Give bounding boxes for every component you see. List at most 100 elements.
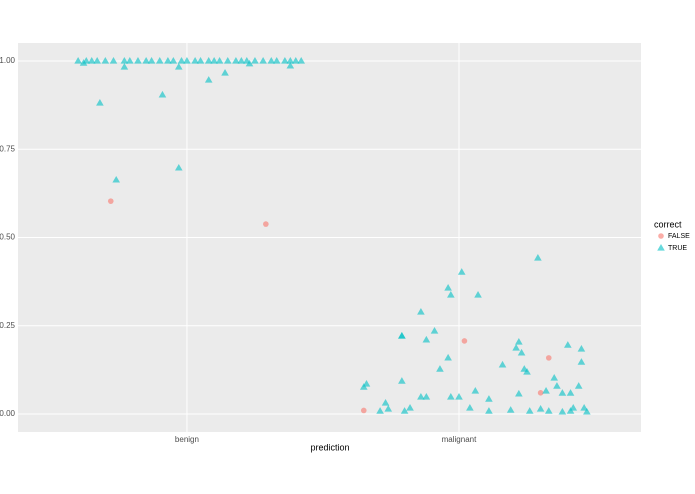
point bbox=[210, 57, 218, 64]
point bbox=[498, 360, 507, 368]
point bbox=[169, 57, 178, 64]
point bbox=[558, 407, 567, 415]
point bbox=[569, 403, 578, 411]
point bbox=[221, 69, 229, 76]
point bbox=[536, 405, 545, 412]
point bbox=[362, 379, 371, 387]
point bbox=[485, 407, 493, 414]
point bbox=[577, 345, 586, 352]
point bbox=[142, 57, 150, 64]
point bbox=[485, 395, 493, 402]
point bbox=[422, 393, 431, 400]
point bbox=[517, 348, 526, 356]
point bbox=[558, 389, 567, 396]
point bbox=[155, 57, 164, 64]
point bbox=[417, 307, 425, 315]
y-tick-label: 0.00 bbox=[0, 409, 16, 418]
point bbox=[126, 57, 134, 64]
point bbox=[523, 367, 531, 375]
point bbox=[267, 57, 276, 64]
point bbox=[259, 57, 267, 64]
point bbox=[87, 57, 96, 64]
point bbox=[417, 393, 425, 400]
point bbox=[537, 390, 544, 396]
point bbox=[515, 389, 523, 397]
y-tick-label: 0.50 bbox=[0, 233, 16, 242]
point bbox=[286, 61, 295, 69]
legend-title: correct bbox=[654, 219, 682, 229]
point bbox=[112, 175, 121, 183]
point bbox=[215, 57, 224, 64]
point bbox=[577, 358, 586, 365]
point bbox=[444, 353, 452, 361]
point bbox=[534, 253, 542, 261]
point bbox=[436, 365, 444, 372]
point bbox=[196, 57, 205, 64]
point bbox=[564, 341, 572, 348]
point bbox=[525, 407, 534, 414]
point bbox=[174, 163, 183, 171]
point bbox=[457, 268, 466, 275]
point bbox=[79, 59, 88, 66]
point bbox=[384, 405, 393, 412]
point bbox=[466, 403, 474, 411]
point bbox=[164, 57, 172, 64]
point bbox=[542, 387, 550, 394]
point bbox=[134, 57, 142, 64]
point bbox=[174, 63, 183, 70]
point bbox=[406, 403, 414, 411]
point bbox=[93, 57, 101, 64]
point bbox=[447, 393, 455, 400]
legend-key bbox=[657, 244, 665, 251]
point bbox=[545, 355, 552, 361]
point bbox=[455, 393, 463, 400]
point bbox=[474, 291, 482, 298]
legend-label: TRUE bbox=[668, 245, 687, 252]
point bbox=[204, 57, 213, 64]
point bbox=[398, 331, 406, 339]
y-tick-label: 0.75 bbox=[0, 144, 16, 153]
point bbox=[574, 382, 583, 389]
point bbox=[147, 57, 156, 64]
point bbox=[506, 406, 515, 413]
point bbox=[291, 57, 300, 64]
point bbox=[422, 335, 431, 343]
point bbox=[237, 57, 246, 64]
point bbox=[400, 407, 409, 414]
y-tick-label: 1.00 bbox=[0, 56, 16, 65]
point bbox=[177, 57, 186, 64]
point bbox=[286, 57, 295, 64]
point bbox=[96, 99, 104, 106]
point bbox=[251, 57, 259, 64]
point bbox=[158, 90, 167, 98]
point bbox=[183, 57, 191, 64]
point bbox=[544, 407, 553, 414]
legend-key bbox=[658, 233, 664, 239]
point bbox=[204, 76, 213, 83]
point bbox=[471, 387, 480, 394]
point bbox=[74, 57, 82, 64]
point bbox=[447, 291, 455, 298]
point bbox=[263, 221, 269, 227]
point bbox=[360, 407, 367, 414]
point bbox=[281, 57, 289, 64]
point bbox=[109, 57, 118, 64]
point bbox=[444, 283, 452, 291]
point bbox=[461, 338, 468, 344]
point bbox=[120, 63, 129, 70]
point bbox=[512, 343, 520, 351]
x-tick-label: malignant bbox=[442, 435, 477, 444]
point bbox=[120, 57, 129, 64]
y-tick-label: 0.25 bbox=[0, 321, 16, 330]
point bbox=[101, 57, 110, 64]
point bbox=[580, 403, 588, 411]
point bbox=[297, 57, 306, 64]
point bbox=[550, 373, 559, 381]
point bbox=[515, 337, 523, 345]
point bbox=[398, 377, 406, 384]
point bbox=[223, 57, 232, 64]
point bbox=[191, 57, 199, 64]
point bbox=[376, 407, 384, 414]
point bbox=[566, 389, 575, 396]
